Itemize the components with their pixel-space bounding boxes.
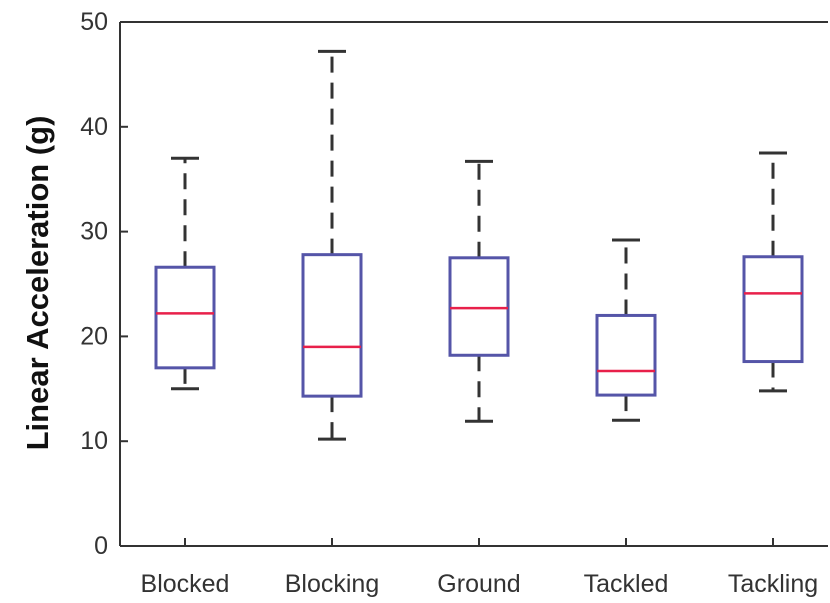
y-tick-label: 50 [80,8,108,36]
x-tick-label: Ground [437,570,520,598]
box-blocked [154,156,216,391]
box-ground [448,159,510,423]
x-tick-label: Tackled [584,570,669,598]
x-tick-label: Blocking [285,570,380,598]
x-tick-label: Blocked [141,570,230,598]
box-blocking [301,49,363,441]
axes [119,21,828,547]
iqr-box [742,255,804,364]
iqr-box [301,253,363,398]
y-tick-label: 20 [80,322,108,350]
tick-labels: 0 10 20 30 40 50 Blocked Blocking Ground Tackled T… [80,8,818,598]
x-tick-label: Tackling [728,570,818,598]
y-tick-label: 0 [94,532,108,560]
y-tick-label: 40 [80,113,108,141]
y-axis-title: Linear Acceleration (g) [20,116,55,451]
box-series [154,49,804,441]
box-tackling [742,151,804,393]
box-tackled [595,238,657,422]
iqr-box [154,265,216,370]
y-tick-label: 10 [80,427,108,455]
y-tick-label: 30 [80,218,108,246]
iqr-box [448,256,510,357]
iqr-box [595,313,657,397]
